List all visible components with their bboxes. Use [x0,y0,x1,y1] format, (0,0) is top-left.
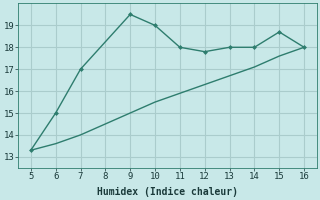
X-axis label: Humidex (Indice chaleur): Humidex (Indice chaleur) [97,186,238,197]
